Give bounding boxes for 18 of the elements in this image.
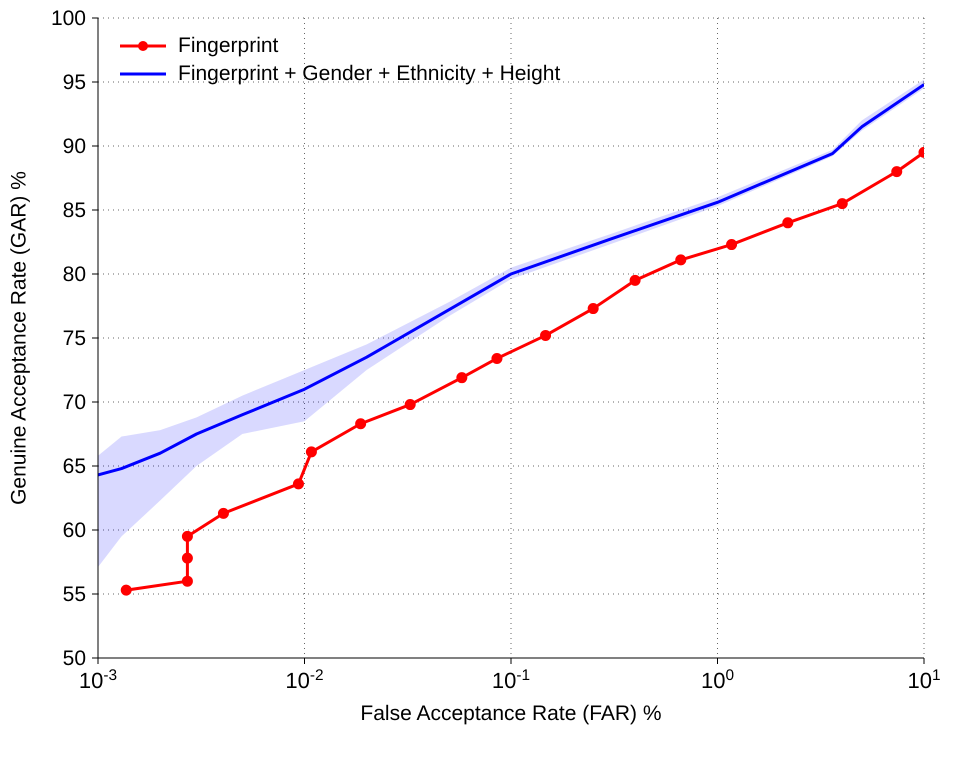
x-tick-label: 10$^{-2}$: [285, 666, 324, 693]
y-tick-label: 75: [62, 327, 86, 350]
y-tick-label: 100: [50, 7, 86, 30]
x-axis-title: False Acceptance Rate (FAR) %: [360, 702, 662, 725]
y-tick-label: 90: [62, 135, 86, 158]
y-tick-label: 55: [62, 583, 86, 606]
legend-label: Fingerprint: [178, 33, 278, 59]
x-tick-label: 10$^{1}$: [907, 666, 941, 693]
y-tick-label: 70: [62, 391, 86, 414]
y-tick-label: 65: [62, 455, 86, 478]
y-axis-title: Genuine Acceptance Rate (GAR) %: [7, 171, 30, 505]
y-tick-label: 80: [62, 263, 86, 286]
x-tick-label: 10$^{-1}$: [492, 666, 530, 693]
x-tick-label: 10$^{0}$: [700, 666, 734, 693]
y-tick-label: 60: [62, 519, 86, 542]
y-tick-label: 85: [62, 199, 86, 222]
y-tick-label: 95: [62, 71, 86, 94]
legend-label: Fingerprint + Gender + Ethnicity + Height: [178, 61, 560, 87]
